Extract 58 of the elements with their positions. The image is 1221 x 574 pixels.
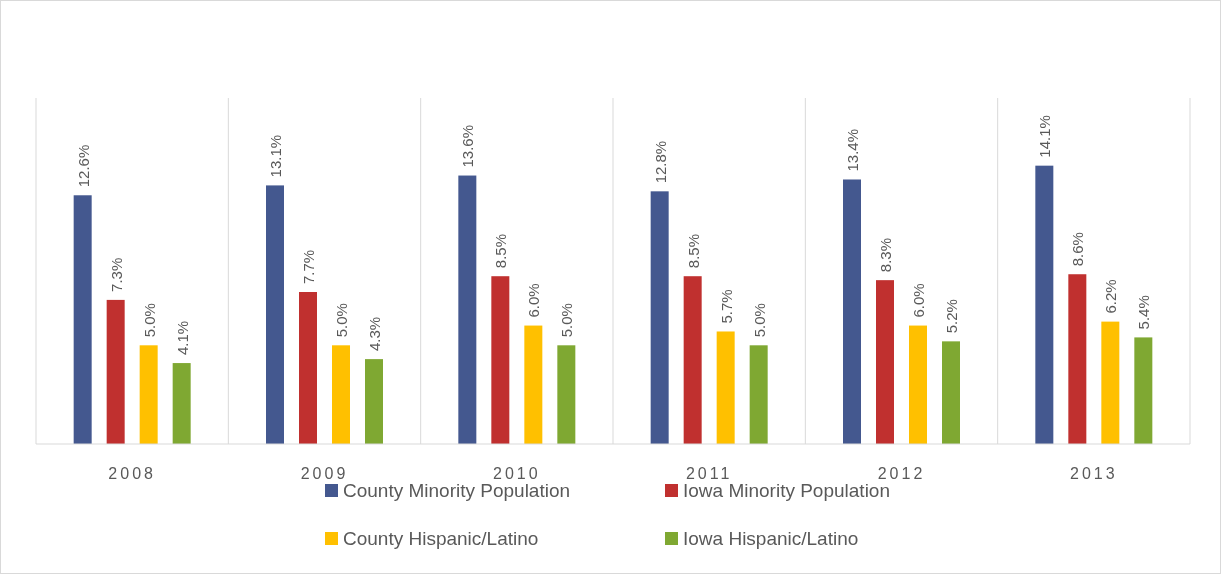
bar [139,345,158,444]
x-tick-label: 2010 [493,465,541,482]
data-label: 8.5% [492,234,510,269]
x-tick-label: 2012 [877,465,926,482]
legend-label: Iowa Minority Population [683,480,890,501]
bar [1101,321,1120,444]
data-label: 4.1% [173,320,191,356]
data-label: 7.7% [300,249,317,284]
data-label: 5.0% [333,303,350,338]
bar [365,359,383,444]
bar [266,185,284,444]
data-label: 5.0% [750,303,768,338]
data-label: 6.0% [910,283,927,318]
data-label: 13.1% [267,134,284,178]
data-label: 5.2% [943,299,960,334]
data-label: 8.6% [1069,232,1087,267]
legend-label: Iowa Hispanic/Latino [683,528,859,549]
data-label: 12.6% [74,144,92,188]
data-label: 5.0% [140,303,158,338]
x-tick-label: 2013 [1070,465,1118,482]
bar [942,341,960,444]
data-label: 5.7% [717,289,735,324]
data-label: 12.8% [651,140,669,184]
data-label: 5.4% [1135,295,1153,330]
bar [491,276,510,444]
bar [749,345,768,444]
bar [1068,274,1087,444]
bar [557,345,576,444]
bar [458,175,477,444]
bar [909,325,927,444]
bar [683,276,702,444]
bar [524,325,543,444]
bar [1035,165,1054,444]
bar [843,179,861,444]
data-label: 8.5% [684,234,702,269]
data-label: 13.4% [844,128,861,172]
bar [1134,337,1153,444]
data-label: 7.3% [107,257,125,292]
data-label: 5.0% [558,303,576,338]
bar [332,345,350,444]
bar [106,299,125,444]
data-label: 6.2% [1102,279,1120,314]
x-tick-label: 2009 [300,465,349,482]
bar [650,191,669,444]
bar [716,331,735,444]
data-label: 6.0% [525,283,543,318]
bar [876,280,894,444]
data-label: 14.1% [1036,115,1054,158]
x-tick-label: 2008 [108,465,156,482]
bar [299,292,317,444]
x-tick-label: 2011 [685,465,733,482]
data-label: 4.3% [366,316,383,352]
bar [172,363,191,444]
bar [73,195,92,444]
data-label: 8.3% [877,237,894,273]
data-label: 13.6% [459,124,477,168]
legend-label: County Minority Population [343,480,571,501]
legend-label: County Hispanic/Latino [343,528,539,549]
